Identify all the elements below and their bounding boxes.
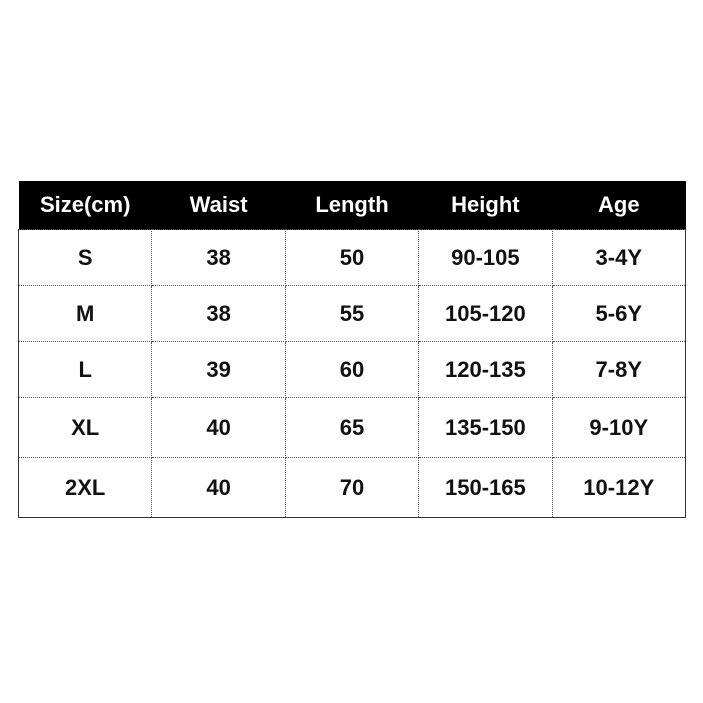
- header-cell: Size(cm): [18, 181, 152, 230]
- table-row: 2XL 40 70 150-165 10-12Y: [17, 457, 687, 518]
- table-cell: 10-12Y: [551, 457, 687, 518]
- header-cell: Length: [285, 181, 419, 230]
- table-cell: 3-4Y: [551, 229, 687, 286]
- table-row: L 39 60 120-135 7-8Y: [17, 341, 687, 398]
- table-cell: M: [17, 285, 153, 342]
- table-cell: 60: [284, 341, 420, 398]
- table-cell: 55: [284, 285, 420, 342]
- size-table: Size(cm) Waist Length Height Age S 38 50 90-105…: [17, 181, 687, 518]
- table-cell: L: [17, 341, 153, 398]
- table-row: M 38 55 105-120 5-6Y: [17, 285, 687, 342]
- table-row: S 38 50 90-105 3-4Y: [17, 229, 687, 286]
- table-cell: 90-105: [418, 229, 553, 286]
- header-cell: Waist: [151, 181, 286, 230]
- table-cell: 5-6Y: [551, 285, 687, 342]
- table-cell: 135-150: [418, 397, 553, 458]
- table-cell: XL: [17, 397, 153, 458]
- table-cell: 40: [151, 457, 286, 518]
- table-cell: 38: [151, 285, 286, 342]
- header-cell: Height: [418, 181, 553, 230]
- table-cell: 7-8Y: [551, 341, 687, 398]
- table-cell: 50: [284, 229, 420, 286]
- table-cell: 2XL: [17, 457, 153, 518]
- table-cell: S: [17, 229, 153, 286]
- table-cell: 70: [284, 457, 420, 518]
- table-cell: 38: [151, 229, 286, 286]
- header-cell: Age: [552, 181, 686, 230]
- table-row: XL 40 65 135-150 9-10Y: [17, 397, 687, 458]
- table-cell: 65: [284, 397, 420, 458]
- table-cell: 39: [151, 341, 286, 398]
- table-cell: 120-135: [418, 341, 553, 398]
- table-cell: 150-165: [418, 457, 553, 518]
- table-cell: 105-120: [418, 285, 553, 342]
- header-row: Size(cm) Waist Length Height Age: [18, 181, 686, 230]
- table-cell: 40: [151, 397, 286, 458]
- table-cell: 9-10Y: [551, 397, 687, 458]
